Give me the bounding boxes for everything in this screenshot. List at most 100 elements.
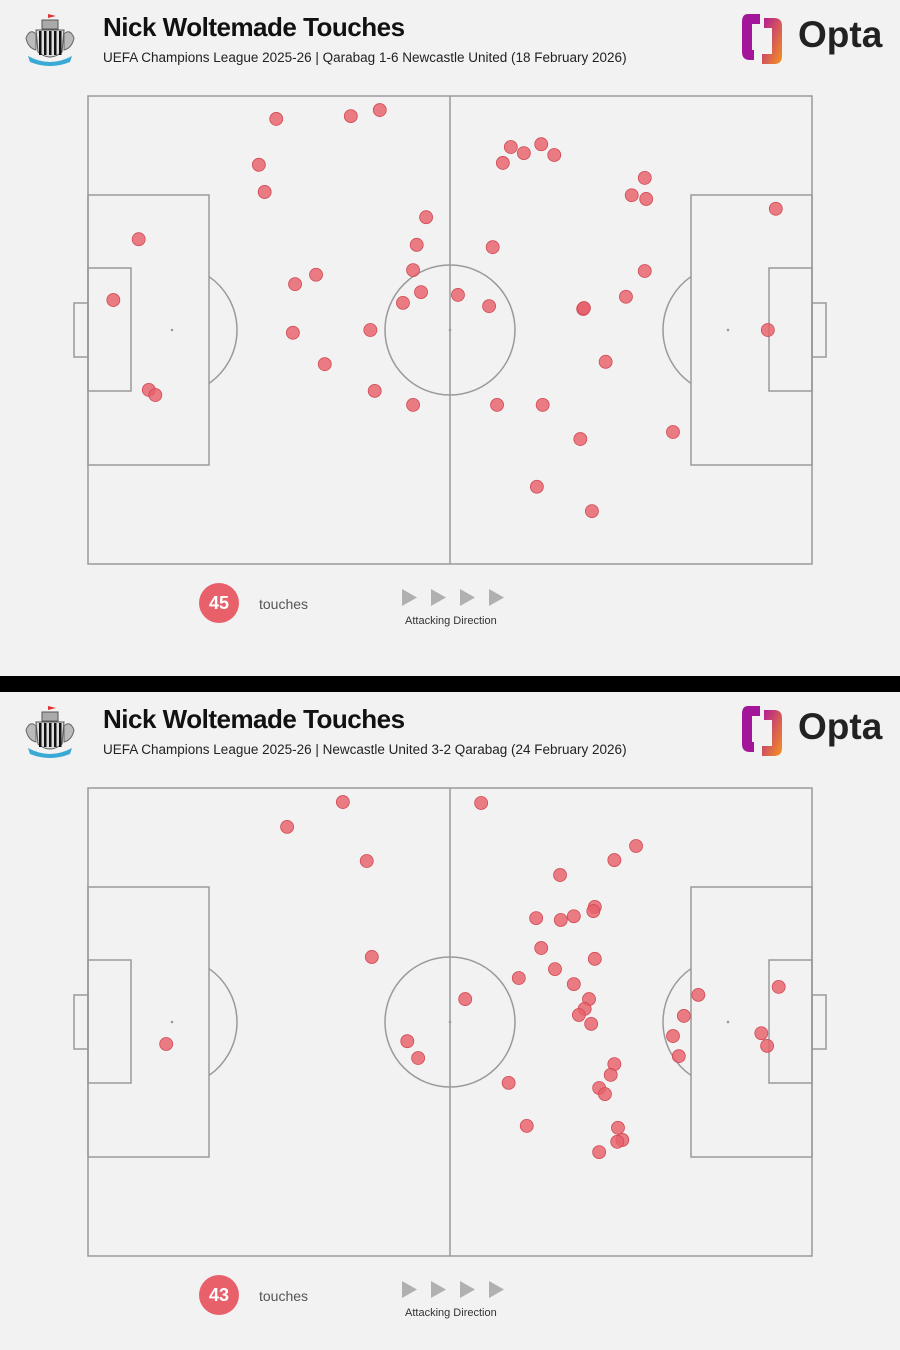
- newcastle-united-crest-icon: [25, 706, 75, 758]
- penalty-box: [690, 194, 813, 466]
- touch-point: [406, 263, 420, 277]
- touch-point: [534, 941, 549, 955]
- penalty-arc: [208, 275, 238, 385]
- touch-point: [159, 1037, 174, 1051]
- penalty-spot: [170, 1020, 174, 1024]
- touch-point: [553, 913, 568, 927]
- touch-point: [372, 103, 387, 117]
- touch-point: [629, 839, 643, 853]
- touch-point: [516, 146, 531, 160]
- touch-point: [482, 299, 496, 314]
- touch-point: [584, 1016, 599, 1031]
- touch-point: [458, 992, 473, 1006]
- play-arrow-icon: [402, 1281, 417, 1298]
- touch-point: [451, 287, 465, 302]
- goal: [73, 302, 89, 358]
- crest-stripe: [44, 723, 47, 747]
- touch-point: [691, 987, 706, 1002]
- play-arrow-icon: [431, 589, 446, 606]
- touch-point: [359, 854, 374, 868]
- crest-stripe: [39, 31, 42, 55]
- crest-scroll: [28, 56, 72, 66]
- touch-point: [566, 909, 581, 924]
- touch-point: [409, 237, 424, 252]
- touch-point: [598, 1087, 612, 1101]
- crest-stripe: [49, 723, 52, 747]
- opta-logo-icon: Opta: [740, 704, 885, 758]
- touch-count-badge: 43: [199, 1275, 239, 1315]
- touch-point: [771, 979, 786, 994]
- touch-point: [529, 911, 544, 926]
- touch-point: [414, 285, 428, 299]
- touch-point: [285, 325, 300, 340]
- touch-point: [280, 819, 295, 834]
- opta-mark-left: [742, 706, 760, 752]
- touch-point: [495, 156, 510, 170]
- goal: [811, 994, 827, 1050]
- crest-seahorses: [25, 723, 75, 743]
- penalty-spot: [726, 328, 730, 332]
- penalty-spot: [726, 1020, 730, 1024]
- six-yard-box: [768, 267, 813, 392]
- play-arrow-icon: [460, 1281, 475, 1298]
- opta-mark-right: [762, 710, 782, 756]
- centre-circle: [384, 956, 516, 1088]
- touch-point: [768, 201, 783, 216]
- touch-point: [535, 397, 550, 412]
- touch-point: [637, 264, 652, 278]
- touch-point: [610, 1134, 625, 1149]
- attacking-direction-arrows: [402, 1281, 504, 1298]
- touch-point: [666, 425, 680, 439]
- touch-point: [148, 388, 163, 402]
- touch-point: [548, 962, 562, 977]
- crest-flag: [48, 14, 56, 18]
- six-yard-box: [768, 959, 813, 1084]
- touch-count-badge: 45: [199, 583, 239, 623]
- crest-stripe: [39, 723, 42, 747]
- play-arrow-icon: [489, 589, 504, 606]
- touch-count-label: touches: [259, 1288, 309, 1304]
- penalty-box: [87, 194, 210, 466]
- touch-point: [760, 323, 775, 337]
- touch-point: [671, 1049, 686, 1064]
- attacking-direction-label: Attacking Direction: [405, 615, 497, 627]
- touch-point: [406, 397, 420, 412]
- touch-point: [501, 1075, 516, 1090]
- touch-point: [485, 240, 500, 255]
- touch-point: [519, 1118, 534, 1133]
- touch-point: [547, 148, 562, 162]
- play-arrow-icon: [402, 589, 417, 606]
- opta-mark-left: [742, 14, 760, 60]
- brand-name: Opta: [798, 706, 883, 747]
- attacking-direction-arrows: [402, 589, 504, 606]
- crest-stripe: [59, 723, 62, 747]
- touch-point: [503, 140, 518, 154]
- touch-point: [309, 267, 323, 282]
- touch-point: [666, 1029, 680, 1043]
- crest-scroll: [28, 748, 72, 758]
- touch-point: [400, 1034, 415, 1049]
- chart-subtitle: UEFA Champions League 2025-26 | Qarabag …: [103, 50, 627, 65]
- touch-count-label: touches: [259, 596, 309, 612]
- brand-name: Opta: [798, 14, 883, 55]
- touch-point: [592, 1145, 607, 1160]
- touch-point: [754, 1026, 769, 1041]
- touch-point: [411, 1051, 426, 1065]
- penalty-box: [87, 886, 210, 1158]
- touch-map-panel-match-2: Nick Woltemade Touches UEFA Champions Le…: [0, 692, 900, 1350]
- touch-point: [619, 289, 633, 304]
- centre-spot: [448, 1020, 452, 1024]
- touch-point: [585, 504, 599, 519]
- crest-stripe: [49, 31, 52, 55]
- crest-stripe: [44, 31, 47, 55]
- touch-point: [251, 157, 266, 172]
- touch-point: [106, 293, 121, 307]
- touch-point: [317, 357, 332, 372]
- touch-point: [419, 210, 434, 225]
- touch-point: [598, 354, 613, 369]
- penalty-box: [690, 886, 813, 1158]
- touch-point: [367, 383, 382, 398]
- touch-point: [269, 112, 284, 126]
- goal: [811, 302, 827, 358]
- touch-point: [534, 137, 549, 152]
